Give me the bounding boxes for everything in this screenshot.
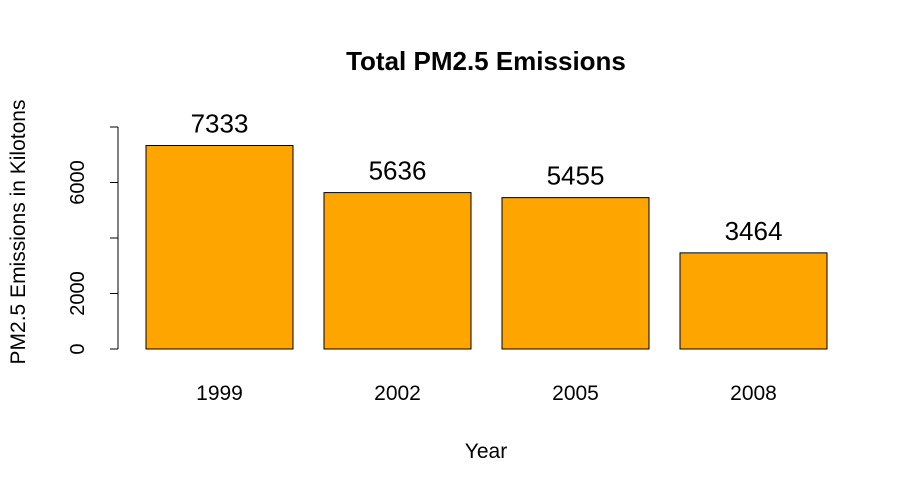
y-tick-label: 2000 [67, 271, 89, 316]
plot-area: 0 2000 6000 7333 5636 5455 3464 1999 2002 2005 2… [67, 109, 828, 405]
y-axis-ticks: 0 2000 6000 [67, 126, 118, 355]
data-labels: 7333 5636 5455 3464 [191, 109, 783, 246]
bar-2002 [323, 192, 472, 350]
x-tick-label-2008: 2008 [730, 382, 777, 405]
data-label-2005: 5455 [547, 161, 605, 191]
x-tick-label-1999: 1999 [196, 382, 243, 405]
y-tick-label: 6000 [67, 160, 89, 205]
bar-1999 [145, 145, 294, 350]
bar-2005 [501, 197, 650, 350]
y-axis-label: PM2.5 Emissions in Kilotons [7, 100, 30, 365]
chart-title: Total PM2.5 Emissions [346, 46, 626, 76]
data-label-2008: 3464 [725, 216, 783, 246]
bars [145, 145, 828, 350]
bar-2008 [679, 252, 828, 350]
x-axis-label: Year [465, 440, 507, 463]
data-label-1999: 7333 [191, 109, 249, 139]
x-tick-label-2002: 2002 [374, 382, 421, 405]
x-axis-tick-labels: 1999 2002 2005 2008 [196, 382, 777, 405]
x-tick-label-2005: 2005 [552, 382, 599, 405]
y-tick-label: 0 [67, 343, 89, 354]
data-label-2002: 5636 [369, 156, 427, 186]
